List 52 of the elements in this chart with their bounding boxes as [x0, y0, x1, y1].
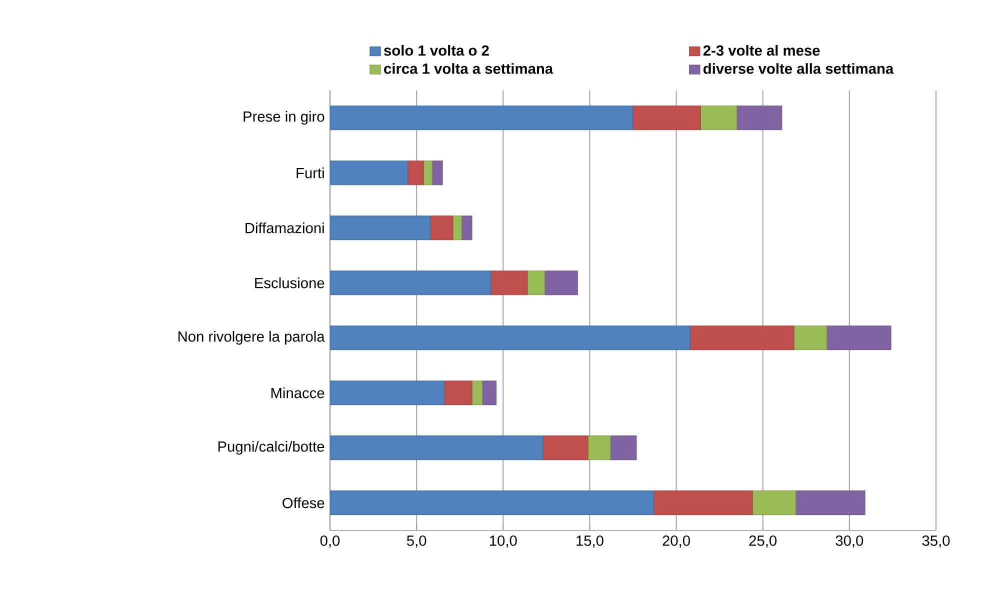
x-tick-label: 20,0	[662, 535, 690, 548]
bar	[408, 160, 424, 186]
x-tick-label: 25,0	[749, 535, 777, 548]
bar	[330, 270, 492, 296]
bar	[452, 216, 462, 240]
bar	[527, 270, 545, 296]
bar	[544, 270, 578, 296]
bar	[795, 490, 866, 516]
y-tick-label: Minacce	[271, 387, 324, 398]
legend-label: diverse volte alla settimana	[703, 63, 894, 74]
bar	[542, 436, 588, 460]
bar	[330, 216, 431, 240]
y-tick-label: Diffamazioni	[246, 222, 324, 234]
x-tick-label: 30,0	[836, 535, 864, 548]
legend-label: circa 1 volta a settimana	[384, 63, 554, 74]
bar	[588, 436, 611, 460]
bar	[472, 380, 483, 406]
bar	[690, 326, 794, 350]
legend-label: solo 1 volta o 2	[384, 44, 489, 56]
bar	[432, 160, 443, 186]
x-tick-label: 10,0	[490, 535, 517, 548]
y-tick-label: Pugni/calci/botte	[218, 441, 324, 455]
bar	[632, 106, 701, 130]
legend-label: 2-3 volte al mese	[703, 44, 820, 56]
bar	[423, 160, 432, 186]
bar	[482, 380, 496, 406]
y-tick-label: Esclusione	[255, 277, 324, 288]
bar	[490, 270, 528, 296]
bar	[330, 160, 408, 186]
bar	[330, 106, 634, 130]
y-tick-label: Furti	[296, 167, 324, 178]
bar	[330, 436, 544, 460]
x-tick-label: 0,0	[320, 535, 340, 548]
bar	[330, 326, 690, 350]
bar	[610, 436, 637, 460]
x-tick-label: 35,0	[922, 535, 950, 548]
y-tick-label: Offese	[282, 497, 324, 508]
bar	[444, 380, 472, 406]
bar	[826, 326, 892, 350]
bar	[654, 490, 753, 516]
bar	[430, 216, 454, 240]
bar	[330, 380, 445, 406]
x-tick-label: 5,0	[406, 535, 426, 548]
bar	[330, 490, 654, 516]
y-tick-label: Non rivolgere la parola	[178, 331, 325, 345]
bar	[461, 216, 472, 240]
bar	[736, 106, 782, 130]
bar	[794, 326, 828, 350]
y-tick-label: Prese in giro	[244, 111, 324, 125]
x-tick-label: 15,0	[576, 535, 604, 548]
bar	[752, 490, 796, 516]
bar	[700, 106, 738, 130]
